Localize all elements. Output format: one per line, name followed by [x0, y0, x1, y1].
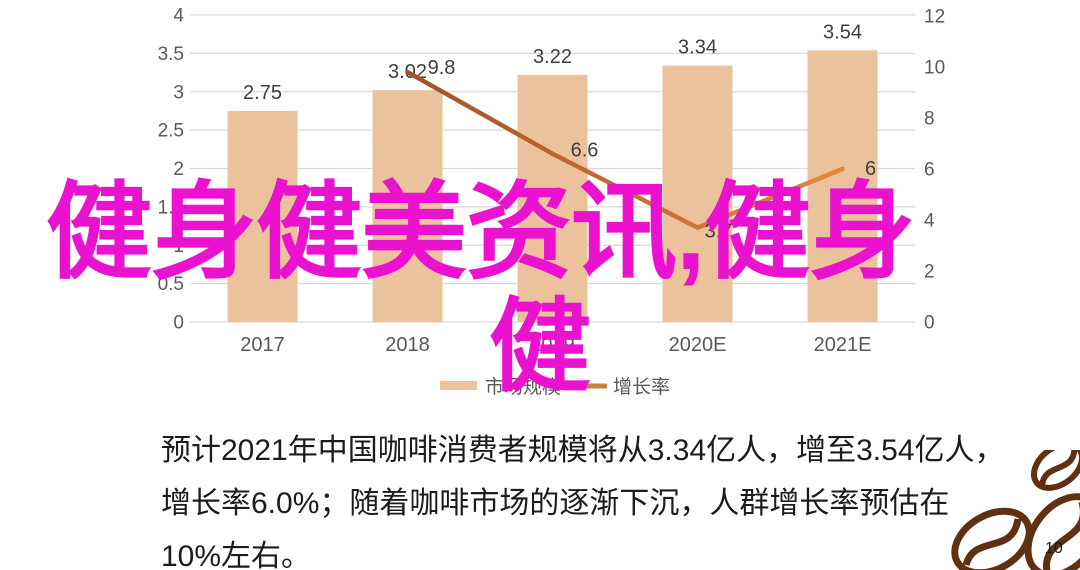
x-axis-label-2020E: 2020E: [669, 334, 727, 356]
x-axis-label-2017: 2017: [240, 334, 285, 356]
line-value-label: 6: [865, 158, 876, 180]
coffee-bean-right-icon: [1024, 493, 1080, 570]
legend-line-label: 增长率: [613, 376, 670, 398]
bar-2021E: [807, 50, 878, 323]
bar-2019: [517, 74, 588, 323]
y-axis-left-tick-label: 2: [173, 159, 184, 180]
line-value-label: 3.7: [705, 221, 733, 243]
y-axis-right-tick-label: 0: [924, 313, 935, 334]
y-axis-left-tick-label: 0: [173, 313, 184, 334]
x-axis-label-2018: 2018: [385, 334, 430, 356]
y-axis-left-tick-label: 3: [173, 82, 184, 103]
y-axis-right-tick-label: 8: [924, 109, 935, 130]
y-axis-right-tick-label: 6: [924, 160, 935, 181]
bar-2017: [227, 110, 298, 322]
bar-value-label: 3.34: [678, 37, 717, 59]
coffee-bean-top-icon: [1031, 450, 1080, 491]
y-axis-left-tick-label: 0.5: [158, 274, 184, 295]
bar-value-label: 3.54: [823, 21, 862, 43]
bar-2018: [372, 90, 443, 322]
y-axis-left-tick-label: 1.5: [158, 197, 184, 218]
overlay-title-line2: 健: [489, 290, 591, 404]
y-axis-right-tick-label: 2: [924, 262, 935, 283]
line-value-label: 9.8: [428, 57, 456, 79]
caption-line-1: 预计2021年中国咖啡消费者规模将从3.34亿人，增至3.54亿人，: [161, 434, 1005, 467]
coffee-beans-icon: [951, 450, 1080, 570]
caption-line-2: 增长率6.0%；随着咖啡市场的逐渐下沉，人群增长率预估在: [161, 487, 950, 520]
growth-rate-line: [405, 69, 845, 230]
y-axis-left-tick-label: 3.5: [158, 44, 184, 65]
y-axis-right-tick-label: 12: [924, 7, 945, 28]
y-axis-right-tick-label: 10: [924, 58, 945, 79]
line-value-label: 6.6: [571, 140, 599, 162]
caption-line-3: 10%左右。: [161, 540, 312, 570]
y-axis-left-tick-label: 4: [173, 6, 184, 27]
caption-paragraph: 预计2021年中国咖啡消费者规模将从3.34亿人，增至3.54亿人， 增长率6.…: [161, 424, 1005, 570]
y-axis-left-tick-label: 1: [173, 236, 184, 257]
legend-bar-label: 市场规模: [485, 376, 561, 398]
x-axis-label-2019: 2019: [530, 334, 575, 356]
y-axis-left-tick-label: 2.5: [158, 121, 184, 142]
bar-2020E: [662, 65, 733, 322]
overlay-title-line1: 健身健美资讯,健身: [46, 174, 915, 292]
y-axis-right-tick-label: 4: [924, 211, 935, 232]
coffee-bean-left-icon: [951, 507, 1033, 570]
page-number: 10: [1045, 540, 1063, 557]
x-axis-label-2021E: 2021E: [814, 334, 872, 356]
legend-bar-swatch: [440, 381, 477, 390]
bar-value-label: 3.22: [533, 46, 572, 68]
bar-value-label: 2.75: [243, 82, 282, 104]
